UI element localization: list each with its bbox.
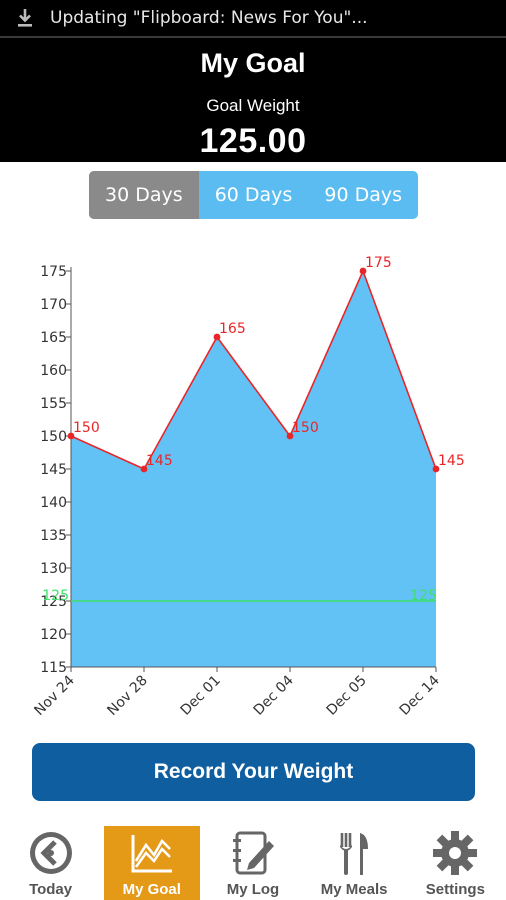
- data-point: [432, 465, 440, 473]
- tab-label: Settings: [425, 881, 485, 898]
- x-tick-label: Dec 04: [251, 672, 297, 718]
- data-label: 145: [146, 453, 173, 469]
- tab-30-days[interactable]: 30 Days: [89, 171, 199, 219]
- y-tick-label: 150: [40, 429, 67, 445]
- series-area: [71, 271, 436, 667]
- bottom-tab-bar: Today My Goal My Log My Meals: [0, 826, 506, 900]
- fork-knife-icon: [340, 833, 369, 875]
- data-label: 150: [292, 420, 319, 436]
- goal-line-label: 125: [42, 588, 69, 604]
- tab-my-goal[interactable]: My Goal: [103, 826, 200, 900]
- tab-my-meals[interactable]: My Meals: [306, 826, 402, 900]
- tab-label: My Meals: [320, 881, 388, 898]
- tab-settings[interactable]: Settings: [407, 826, 503, 900]
- tab-label: My Log: [226, 881, 280, 898]
- tab-label: Today: [29, 881, 73, 898]
- tab-my-log[interactable]: My Log: [205, 826, 301, 900]
- data-label: 165: [219, 321, 246, 337]
- x-tick-label: Dec 05: [324, 673, 370, 719]
- data-label: 145: [438, 453, 465, 469]
- range-selector: 30 Days 60 Days 90 Days: [89, 171, 418, 219]
- tab-today[interactable]: Today: [3, 826, 99, 900]
- goal-weight-label: Goal Weight: [206, 96, 300, 115]
- x-tick-label: Dec 01: [178, 673, 224, 719]
- page-title: My Goal: [200, 48, 306, 78]
- tab-label: My Goal: [122, 881, 181, 898]
- y-tick-label: 170: [40, 297, 67, 313]
- y-tick-label: 120: [40, 627, 67, 643]
- y-tick-label: 155: [40, 396, 67, 412]
- y-tick-label: 125: [40, 594, 67, 610]
- notebook-pencil-icon: [232, 831, 274, 875]
- goal-header: My Goal Goal Weight 125.00: [0, 36, 506, 162]
- notification-text: Updating "Flipboard: News For You"...: [50, 8, 368, 28]
- data-label: 175: [365, 255, 392, 271]
- record-weight-button[interactable]: Record Your Weight: [32, 743, 475, 801]
- status-bar: Updating "Flipboard: News For You"...: [0, 0, 506, 36]
- goal-weight-value: 125.00: [199, 122, 307, 160]
- y-tick-label: 160: [40, 363, 67, 379]
- download-icon: [18, 9, 32, 27]
- x-tick-label: Nov 24: [31, 672, 77, 718]
- data-point: [67, 432, 75, 440]
- data-point: [359, 267, 367, 275]
- series-line: [70, 268, 437, 471]
- x-tick-label: Dec 14: [397, 672, 443, 718]
- data-point: [213, 333, 221, 341]
- clock-back-icon: [29, 832, 72, 874]
- tab-90-days[interactable]: 90 Days: [324, 184, 402, 206]
- y-tick-label: 115: [40, 660, 67, 676]
- y-tick-label: 165: [40, 330, 67, 346]
- x-tick-label: Nov 28: [104, 673, 150, 719]
- data-point: [140, 465, 148, 473]
- chart-icon: [131, 835, 172, 873]
- y-tick-label: 130: [40, 561, 67, 577]
- y-tick-label: 135: [40, 528, 67, 544]
- y-tick-label: 175: [40, 264, 67, 280]
- y-tick-label: 140: [40, 495, 67, 511]
- y-tick-label: 145: [40, 462, 67, 478]
- tab-60-days[interactable]: 60 Days: [214, 184, 293, 206]
- gear-icon: [433, 831, 478, 875]
- data-label: 150: [73, 420, 100, 436]
- goal-line-label: 125: [410, 588, 437, 604]
- weight-chart: 115 120 125 130 135 140 145 150 155 160 165 170 175 1…: [31, 255, 465, 719]
- data-point: [286, 432, 294, 440]
